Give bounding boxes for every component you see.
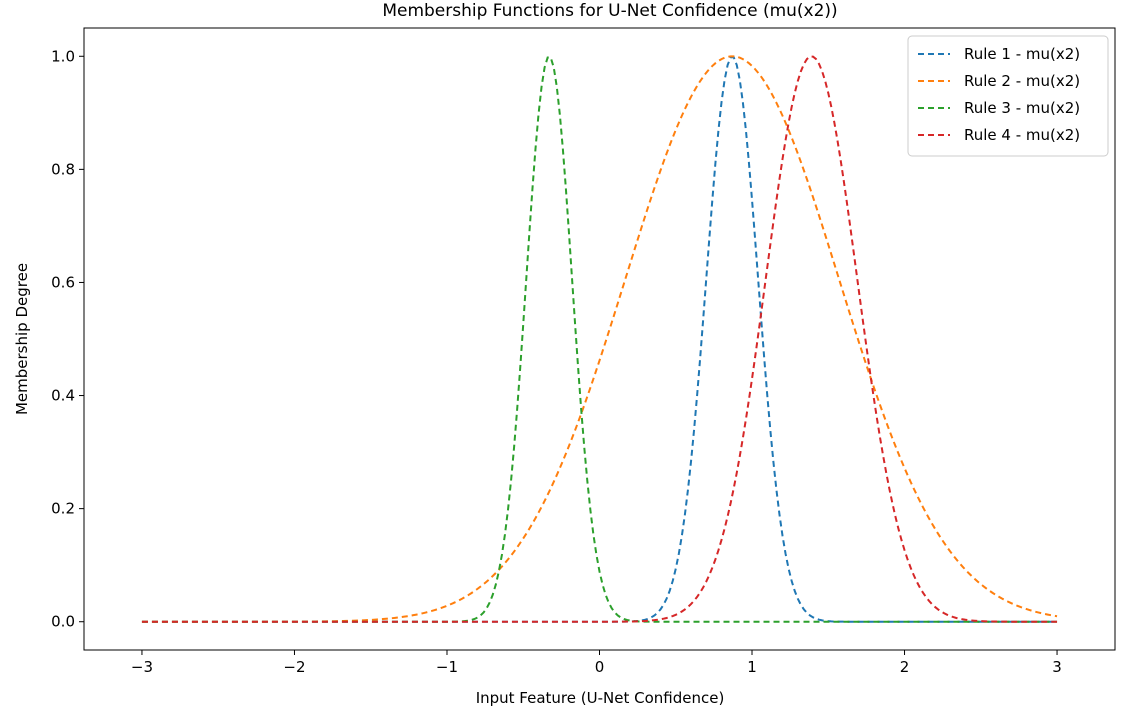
y-tick-label: 0.0	[51, 613, 75, 631]
y-tick-label: 0.2	[51, 500, 75, 518]
y-axis-label: Membership Degree	[13, 263, 31, 415]
plot-area	[141, 55, 1058, 623]
x-tick-label: −1	[436, 658, 458, 676]
legend-item-label: Rule 4 - mu(x2)	[964, 126, 1080, 144]
legend-item-label: Rule 3 - mu(x2)	[964, 99, 1080, 117]
legend-box	[907, 35, 1109, 157]
x-tick-label: 2	[900, 658, 910, 676]
y-axis: 0.0 0.2 0.4 0.6 0.8 1.0	[51, 47, 84, 631]
legend-item-label: Rule 2 - mu(x2)	[964, 72, 1080, 90]
x-tick-label: 1	[747, 658, 757, 676]
x-tick-label: 0	[595, 658, 605, 676]
x-tick-label: 3	[1052, 658, 1062, 676]
legend-item-label: Rule 1 - mu(x2)	[964, 45, 1080, 63]
y-tick-label: 0.6	[51, 273, 75, 291]
x-axis-label: Input Feature (U-Net Confidence)	[476, 689, 725, 707]
series-line	[141, 55, 1058, 623]
y-tick-label: 0.8	[51, 160, 75, 178]
x-tick-label: −3	[131, 658, 153, 676]
y-tick-label: 1.0	[51, 47, 75, 65]
x-axis: −3 −2 −1 0 1 2 3	[131, 650, 1062, 676]
x-tick-label: −2	[283, 658, 305, 676]
legend: Rule 1 - mu(x2) Rule 2 - mu(x2) Rule 3 - m…	[907, 35, 1109, 157]
y-tick-label: 0.4	[51, 387, 75, 405]
chart-title: Membership Functions for U-Net Confidenc…	[382, 1, 837, 21]
